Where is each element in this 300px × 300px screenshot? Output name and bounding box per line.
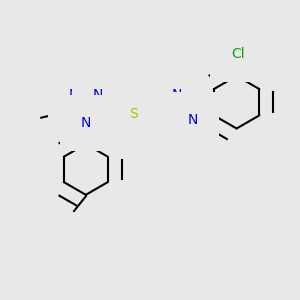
Text: S: S — [129, 107, 138, 121]
Text: N: N — [81, 116, 91, 130]
Text: N: N — [188, 113, 199, 127]
Text: O: O — [171, 121, 182, 135]
Text: Cl: Cl — [231, 47, 245, 61]
Text: N: N — [69, 88, 79, 102]
Text: N: N — [93, 88, 103, 102]
Text: N: N — [172, 88, 182, 102]
